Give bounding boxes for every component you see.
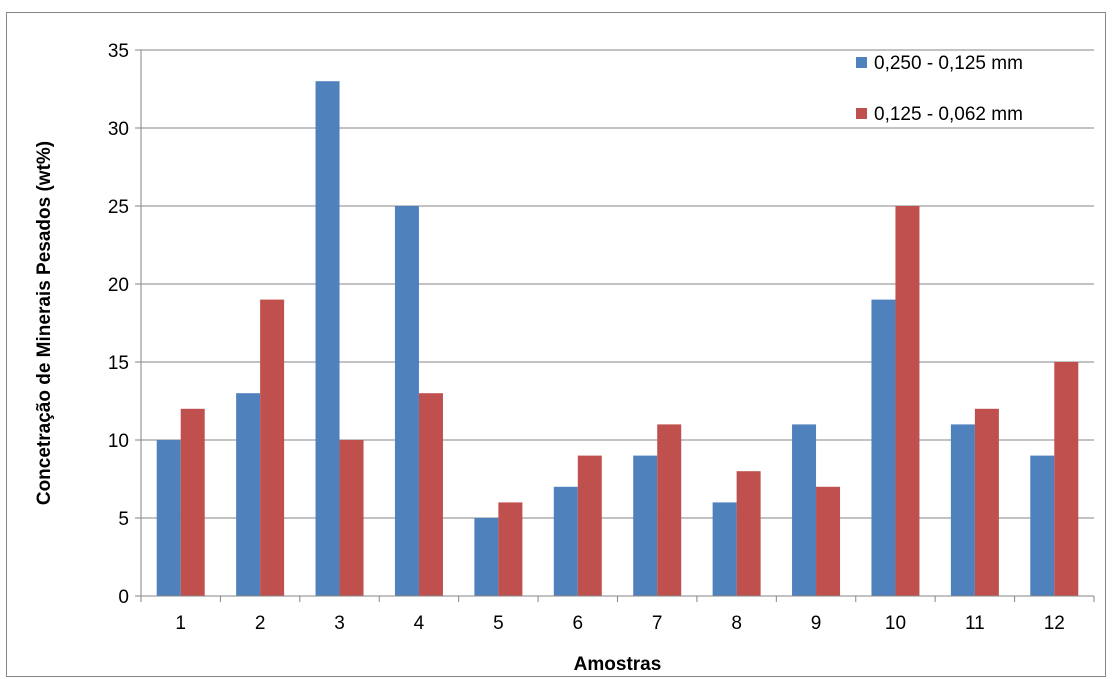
- y-tick-label: 35: [108, 41, 129, 62]
- x-tick-label: 7: [652, 613, 663, 634]
- legend-label-1: 0,250 - 0,125 mm: [874, 53, 1023, 74]
- legend-swatch-1: [856, 57, 867, 68]
- legend: 0,250 - 0,125 mm 0,125 - 0,062 mm: [856, 53, 1023, 125]
- y-tick-label: 10: [108, 431, 129, 452]
- x-tick-labels: 1 2 3 4 5 6 7 8 9 10 11 12: [175, 613, 1064, 634]
- bar-series-1-cat-6: [553, 486, 578, 596]
- bar-series-1-cat-9: [792, 424, 817, 596]
- x-tick-label: 3: [334, 613, 345, 634]
- y-tick-label: 15: [108, 353, 129, 374]
- x-axis-title: Amostras: [574, 654, 662, 675]
- bar-series-2-cat-5: [498, 502, 523, 596]
- bar-series-1-cat-12: [1030, 455, 1055, 596]
- bar-series-1-cat-4: [394, 206, 419, 596]
- legend-label-2: 0,125 - 0,062 mm: [874, 104, 1023, 125]
- y-axis-title: Concetração de Minerais Pesados (wt%): [34, 141, 55, 505]
- y-tick-labels: 0 5 10 15 20 25 30 35: [108, 41, 129, 608]
- x-tick-label: 6: [573, 613, 584, 634]
- x-tick-label: 12: [1044, 613, 1065, 634]
- bar-series-1-cat-1: [156, 440, 181, 596]
- bar-series-1-cat-10: [871, 299, 896, 596]
- y-tick-label: 25: [108, 197, 129, 218]
- grid-lines: [135, 49, 1094, 597]
- bar-series-2-cat-3: [339, 440, 364, 596]
- bar-series-1-cat-2: [236, 393, 261, 596]
- bar-series-2-cat-11: [974, 408, 999, 596]
- x-tick-label: 11: [965, 613, 985, 634]
- bars: [140, 81, 1095, 602]
- bar-series-1-cat-5: [474, 518, 499, 596]
- bar-series-2-cat-10: [895, 206, 920, 596]
- y-tick-label: 30: [108, 119, 129, 140]
- axes: [140, 50, 1094, 597]
- bar-series-2-cat-9: [816, 486, 841, 596]
- y-tick-label: 20: [108, 275, 129, 296]
- bar-series-2-cat-12: [1054, 362, 1079, 596]
- bar-series-2-cat-4: [418, 393, 443, 596]
- bar-series-2-cat-6: [577, 455, 602, 596]
- x-tick-label: 2: [255, 613, 266, 634]
- bar-series-1-cat-8: [712, 502, 737, 596]
- x-tick-label: 8: [731, 613, 742, 634]
- y-tick-label: 0: [118, 587, 129, 608]
- bar-series-1-cat-7: [633, 455, 658, 596]
- bar-series-2-cat-8: [736, 471, 761, 596]
- legend-swatch-2: [856, 108, 867, 119]
- bar-series-2-cat-2: [260, 299, 285, 596]
- y-tick-label: 5: [118, 509, 129, 530]
- x-tick-label: 1: [175, 613, 186, 634]
- x-tick-label: 4: [414, 613, 425, 634]
- x-tick-label: 5: [493, 613, 504, 634]
- bar-series-2-cat-7: [657, 424, 682, 596]
- bar-series-1-cat-11: [950, 424, 975, 596]
- x-tick-label: 10: [885, 613, 906, 634]
- bar-series-2-cat-1: [180, 408, 205, 596]
- x-tick-label: 9: [811, 613, 822, 634]
- bar-series-1-cat-3: [315, 81, 340, 596]
